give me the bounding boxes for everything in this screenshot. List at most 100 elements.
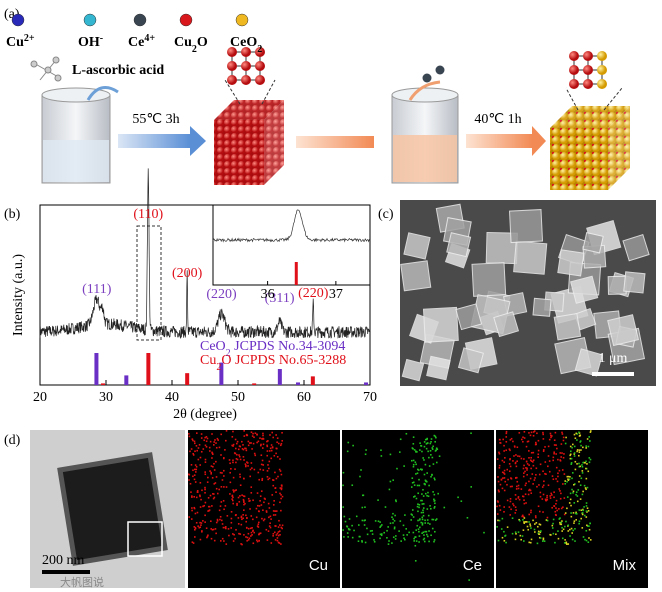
map-pixel [570, 512, 572, 514]
map-pixel [581, 464, 583, 466]
map-pixel [538, 533, 541, 536]
map-pixel [202, 505, 204, 508]
map-pixel [424, 479, 427, 482]
map-pixel [269, 434, 271, 436]
map-pixel [242, 456, 245, 458]
map-pixel [523, 464, 525, 467]
map-pixel [549, 495, 552, 497]
map-pixel [520, 538, 522, 541]
map-pixel [398, 530, 400, 532]
map-pixel [557, 472, 559, 475]
watermark: 大帆图说 [60, 575, 104, 589]
map-pixel [566, 507, 568, 510]
map-pixel [578, 475, 581, 477]
map-pixel [544, 461, 547, 463]
map-pixel [437, 492, 439, 495]
map-pixel [204, 461, 207, 463]
map-pixel [262, 469, 265, 471]
map-pixel [534, 531, 536, 533]
map-pixel [199, 494, 201, 497]
map-pixel [412, 459, 415, 462]
map-pixel [231, 494, 234, 497]
map-pixel [578, 509, 581, 511]
map-pixel [538, 536, 541, 539]
map-pixel [550, 534, 552, 536]
label-part: CeO [230, 35, 257, 50]
map-pixel [470, 486, 473, 488]
map-pixel [524, 493, 527, 496]
map-pixel [422, 509, 424, 512]
map-pixel [418, 503, 421, 506]
map-pixel [513, 504, 515, 507]
map-pixel [266, 454, 269, 457]
map-pixel [256, 504, 259, 507]
map-pixel [570, 462, 573, 464]
map-pixel [569, 498, 572, 501]
map-pixel [422, 538, 425, 541]
map-pixel [553, 451, 555, 454]
map-pixel [413, 449, 416, 451]
map-pixel [267, 478, 269, 481]
map-pixel [195, 432, 198, 434]
map-pixel [522, 515, 525, 518]
map-pixel [564, 480, 567, 482]
map-pixel [526, 473, 528, 476]
map-pixel [542, 493, 545, 496]
map-pixel [560, 456, 562, 458]
map-pixel [267, 530, 270, 532]
map-pixel [250, 535, 252, 537]
map-pixel [243, 501, 245, 503]
map-pixel [568, 478, 571, 481]
map-pixel [577, 454, 580, 457]
map-pixel [213, 496, 216, 499]
map-pixel [230, 521, 233, 524]
map-pixel [393, 527, 396, 530]
map-label: Mix [613, 557, 637, 574]
map-pixel [503, 510, 505, 513]
map-pixel [505, 430, 508, 433]
map-pixel [426, 494, 428, 497]
map-pixel [588, 525, 590, 527]
sem-particle [582, 232, 604, 254]
map-pixel [243, 495, 246, 498]
map-pixel [418, 541, 420, 543]
map-pixel [528, 513, 531, 516]
map-pixel [272, 479, 275, 482]
map-pixel [249, 468, 252, 471]
sem-particle [471, 262, 507, 297]
map-pixel [232, 540, 235, 542]
map-pixel [516, 480, 519, 483]
map-pixel [405, 528, 408, 530]
inset-frame [212, 204, 371, 286]
map-pixel [567, 478, 569, 481]
map-pixel [246, 517, 248, 519]
map-pixel [418, 526, 421, 529]
map-pixel [528, 489, 530, 492]
map-pixel [381, 524, 383, 526]
map-pixel [413, 484, 416, 486]
map-pixel [569, 476, 571, 478]
map-pixel [262, 509, 264, 512]
map-pixel [546, 519, 549, 522]
map-pixel [557, 475, 559, 478]
map-pixel [421, 524, 424, 526]
map-pixel [412, 463, 415, 466]
map-pixel [220, 519, 223, 522]
map-pixel [193, 495, 195, 498]
map-pixel [277, 526, 280, 528]
map-pixel [269, 447, 272, 450]
map-pixel [572, 490, 575, 493]
map-pixel [580, 509, 583, 512]
map-pixel [399, 520, 402, 522]
map-pixel [422, 495, 425, 497]
map-pixel [234, 489, 236, 492]
map-pixel [428, 484, 430, 487]
map-pixel [420, 468, 422, 470]
map-pixel [211, 433, 213, 435]
map-pixel [496, 526, 498, 528]
map-pixel [420, 511, 423, 514]
map-pixel [270, 444, 273, 446]
map-pixel [423, 537, 426, 540]
map-pixel [515, 476, 517, 479]
